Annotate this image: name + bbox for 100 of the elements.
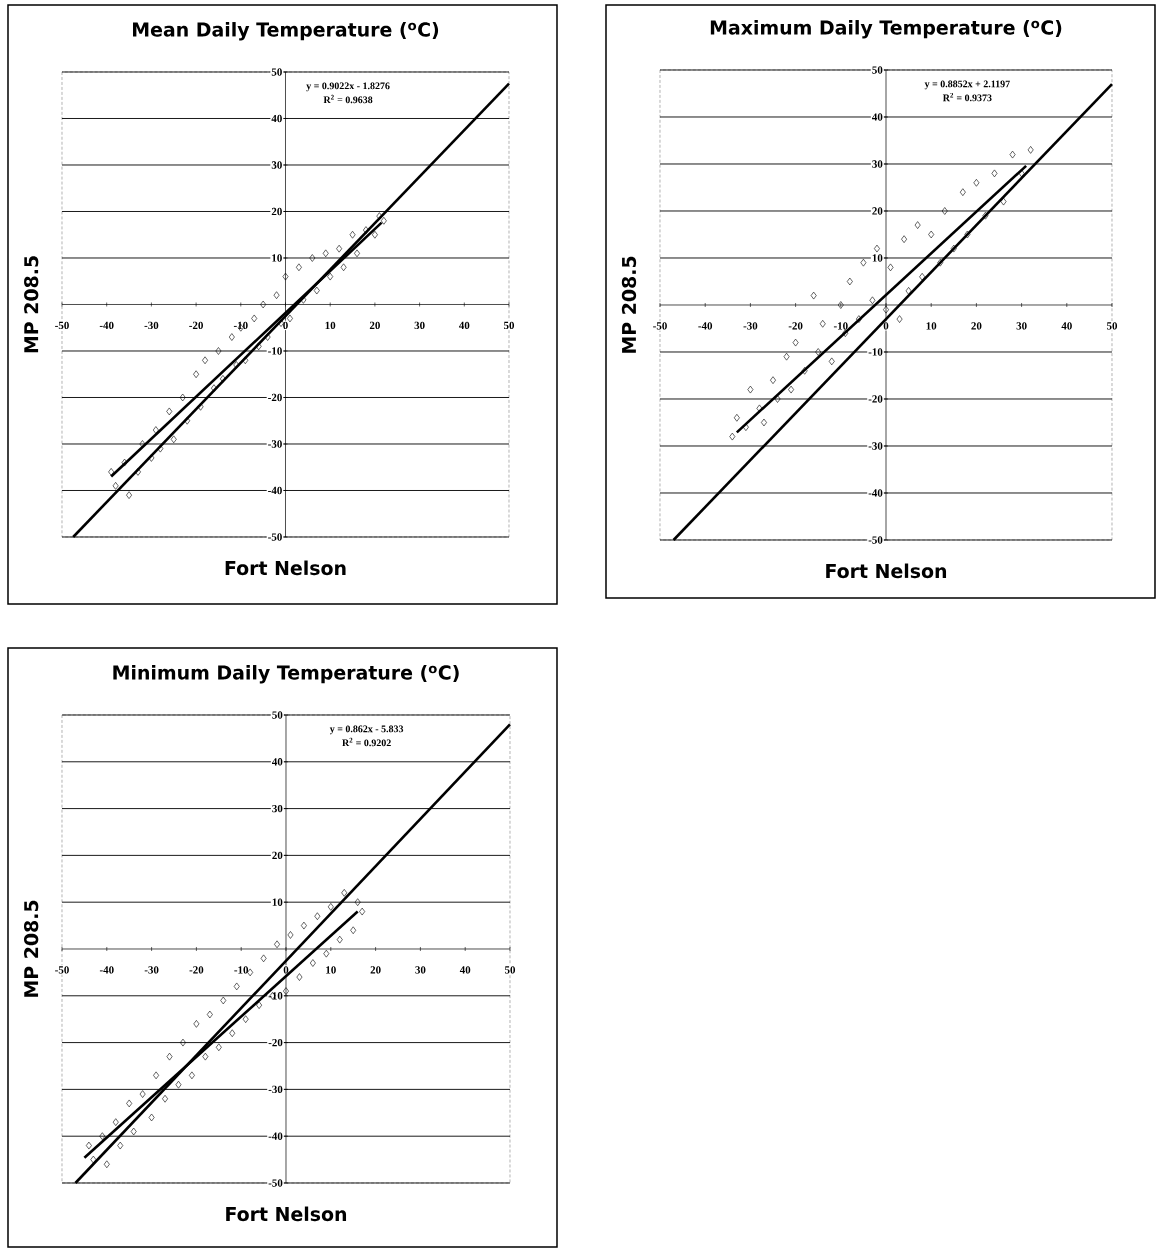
point — [887, 263, 894, 272]
point — [202, 1052, 209, 1061]
y-tick-label: -10 — [268, 992, 283, 1000]
point — [313, 286, 320, 295]
y-tick-label: -40 — [268, 1132, 283, 1140]
point — [354, 898, 361, 906]
chart-title: Minimum Daily Temperature ($^{o}$C) — [113, 665, 459, 684]
x-tick-label: -20 — [788, 322, 803, 330]
y-tick-label: -30 — [268, 1085, 283, 1094]
point — [336, 244, 343, 253]
point — [166, 1052, 173, 1061]
point — [112, 1118, 119, 1126]
x-tick-label: 20 — [369, 321, 380, 330]
x-tick-label: 20 — [370, 966, 381, 974]
x-tick-label: -50 — [55, 966, 69, 974]
y-tick-label: -30 — [268, 440, 282, 448]
point — [126, 1099, 133, 1108]
point — [170, 435, 177, 444]
point — [215, 347, 222, 355]
point — [255, 342, 262, 351]
x-tick-label: -40 — [99, 321, 114, 330]
point — [99, 1132, 106, 1140]
x-tick-label: -30 — [144, 321, 159, 330]
point — [336, 935, 343, 944]
y-tick-label: 30 — [272, 804, 283, 813]
point — [215, 1043, 222, 1052]
point — [363, 226, 369, 234]
point — [733, 413, 740, 422]
y-tick-label: 30 — [872, 160, 883, 168]
y-tick-label: -50 — [868, 536, 883, 544]
point — [860, 258, 867, 267]
point — [905, 287, 912, 295]
point — [846, 277, 853, 286]
annotation: R$^{2}$ = 0.9373 — [942, 92, 992, 102]
point — [157, 444, 164, 453]
point — [322, 249, 329, 258]
point — [242, 356, 249, 365]
point — [729, 432, 736, 441]
point — [309, 254, 316, 262]
point — [184, 416, 191, 425]
point — [90, 1155, 97, 1164]
point — [349, 230, 356, 239]
y-tick-label: 20 — [271, 207, 282, 216]
x-axis-title: Fort Nelson — [225, 560, 346, 576]
y-tick-label: -20 — [268, 1038, 283, 1047]
point — [233, 361, 240, 369]
point — [323, 949, 330, 958]
y-tick-label: -20 — [868, 395, 883, 403]
point — [148, 1113, 155, 1122]
point — [175, 1080, 182, 1089]
x-axis-title: Fort Nelson — [826, 563, 947, 579]
x-tick-label: 50 — [1106, 322, 1118, 330]
point — [282, 272, 289, 281]
x-tick-label: 30 — [414, 321, 425, 330]
annotation: R$^{2}$ = 0.9638 — [323, 94, 373, 104]
point — [1027, 146, 1034, 154]
point — [193, 370, 200, 379]
point — [153, 1071, 160, 1080]
point — [982, 211, 989, 220]
annotation: y = 0.8852x + 2.1197 — [924, 80, 1010, 90]
point — [211, 384, 217, 392]
point — [206, 1010, 213, 1019]
point — [228, 333, 235, 341]
x-tick-label: 0 — [283, 321, 288, 330]
point — [991, 169, 998, 178]
annotation: y = 0.862x - 5.833 — [329, 725, 404, 735]
point — [914, 221, 921, 229]
x-tick-label: -50 — [55, 321, 69, 330]
point — [85, 1141, 92, 1150]
x-tick-label: 10 — [326, 966, 336, 974]
point — [959, 188, 966, 196]
y-tick-label: 40 — [272, 758, 283, 766]
x-tick-label: 20 — [971, 322, 982, 330]
point — [1009, 150, 1016, 159]
y-tick-label: 30 — [271, 161, 282, 169]
point — [247, 968, 254, 977]
point — [371, 230, 378, 239]
x-tick-label: 40 — [458, 321, 470, 330]
annotation: y = 0.9022x - 1.8276 — [306, 82, 390, 92]
point — [341, 889, 348, 897]
point — [233, 982, 240, 991]
point — [359, 907, 366, 916]
x-tick-label: -10 — [234, 966, 249, 974]
point — [264, 333, 271, 341]
point — [747, 385, 754, 394]
point — [783, 352, 790, 361]
point — [792, 338, 799, 347]
y-tick-label: -50 — [268, 533, 282, 541]
annotation: R$^{2}$ = 0.9202 — [342, 737, 391, 747]
point — [837, 301, 844, 309]
y-tick-label: 50 — [872, 66, 883, 74]
x-tick-label: -10 — [833, 322, 848, 330]
point — [869, 296, 876, 305]
point — [295, 263, 302, 272]
y-tick-label: 40 — [872, 113, 883, 121]
point — [901, 235, 908, 243]
point — [973, 178, 980, 187]
x-tick-label: 40 — [459, 966, 471, 974]
point — [950, 244, 957, 253]
point — [855, 315, 862, 323]
